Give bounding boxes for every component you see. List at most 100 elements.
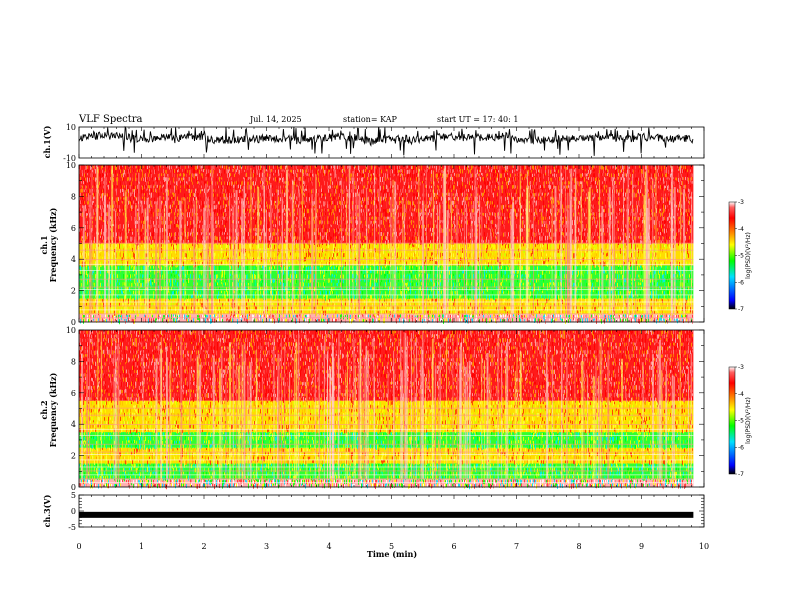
spectrum-cell <box>595 269 596 275</box>
spectrum-cell <box>219 287 220 291</box>
spectrum-cell <box>519 318 520 322</box>
spectrum-cell <box>687 287 688 290</box>
spectrum-cell <box>107 310 108 314</box>
spectrum-cell <box>255 274 256 280</box>
spectrum-cell <box>144 287 145 290</box>
spectrum-cell <box>582 278 583 284</box>
spectrum-cell <box>253 294 254 299</box>
spectrum-cell <box>140 274 141 277</box>
spectrum-cell <box>625 307 626 310</box>
spectrum-cell <box>99 286 100 290</box>
spectrum-cell <box>132 282 133 288</box>
spectrum-cell <box>427 318 428 324</box>
spectrum-cell <box>138 314 139 317</box>
spectrum-cell <box>580 306 581 312</box>
spectrum-cell <box>279 310 280 313</box>
spectrum-cell <box>99 306 100 310</box>
spectrum-cell <box>191 298 192 303</box>
spectrum-cell <box>81 286 82 290</box>
spectrum-cell <box>152 310 153 315</box>
spectrum-cell <box>325 310 326 316</box>
spectrum-cell <box>666 303 667 307</box>
spectrum-cell <box>294 294 295 300</box>
spectrum-cell <box>616 282 617 287</box>
spectrum-cell <box>90 314 91 319</box>
spectrum-cell <box>162 299 163 303</box>
spectrum-cell <box>621 282 622 286</box>
spectrum-cell <box>291 314 292 318</box>
spectrum-cell <box>307 319 308 323</box>
spectrum-cell <box>578 286 579 291</box>
spectrum-cell <box>315 318 316 322</box>
spectrum-cell <box>681 286 682 290</box>
spectrum-cell <box>296 277 297 284</box>
spectrum-cell <box>532 286 533 292</box>
spectrum-cell <box>607 302 608 306</box>
spectrum-cell <box>139 278 140 284</box>
spectrum-cell <box>122 244 123 250</box>
spectrum-cell <box>558 270 559 276</box>
spectrum-cell <box>461 299 462 303</box>
spectrum-cell <box>463 298 464 302</box>
spectrum-cell <box>284 269 285 273</box>
spectrum-cell <box>622 307 623 312</box>
spectrum-cell <box>221 299 222 304</box>
spectrum-cell <box>613 291 614 295</box>
spectrum-cell <box>538 265 539 270</box>
spectrum-cell <box>230 282 231 288</box>
spectrum-cell <box>188 311 189 316</box>
spectrum-cell <box>177 274 178 279</box>
spectrum-cell <box>246 295 247 300</box>
spectrum-cell <box>141 302 142 306</box>
spectrum-cell <box>636 274 637 279</box>
spectrum-cell <box>278 291 279 296</box>
spectrum-cell <box>365 306 366 312</box>
spectrum-cell <box>607 274 608 279</box>
spectrum-cell <box>482 278 483 284</box>
spectrum-cell <box>219 307 220 312</box>
spectrum-cell <box>338 266 339 271</box>
spectrum-cell <box>298 291 299 295</box>
spectrum-cell <box>375 319 376 322</box>
spectrum-cell <box>149 274 150 279</box>
spectrum-cell <box>382 274 383 277</box>
spectrum-cell <box>494 278 495 282</box>
spectrum-cell <box>549 266 550 271</box>
spectrum-cell <box>340 314 341 320</box>
spectrum-cell <box>613 274 614 279</box>
spectrum-cell <box>413 310 414 315</box>
spectrum-cell <box>642 282 643 287</box>
spectrum-cell <box>175 290 176 293</box>
spectrum-cell <box>377 306 378 311</box>
spectrum-cell <box>582 310 583 314</box>
spectrum-cell <box>298 294 299 298</box>
spectrum-cell <box>678 303 679 306</box>
spectrum-cell <box>573 303 574 306</box>
spectrum-cell <box>101 283 102 287</box>
spectrum-cell <box>521 265 522 271</box>
spectrum-cell <box>135 318 136 323</box>
spectrum-cell <box>195 266 196 271</box>
spectrum-cell <box>86 282 87 286</box>
spectrum-cell <box>176 282 177 286</box>
spectrum-cell <box>367 294 368 297</box>
spectrum-cell <box>301 266 302 271</box>
spectrum-cell <box>592 314 593 318</box>
spectrum-cell <box>249 303 250 306</box>
spectrum-cell <box>605 294 606 298</box>
spectrum-cell <box>315 314 316 317</box>
spectrum-cell <box>218 306 219 311</box>
spectrum-cell <box>446 270 447 274</box>
spectrum-cell <box>107 256 108 261</box>
spectrum-cell <box>377 310 378 316</box>
spectrum-cell <box>100 274 101 277</box>
spectrum-cell <box>116 261 117 266</box>
spectrum-cell <box>175 278 176 283</box>
spectrum-cell <box>576 303 577 308</box>
spectrum-cell <box>524 303 525 308</box>
spectrum-cell <box>245 310 246 316</box>
spectrum-cell <box>230 266 231 270</box>
spectrum-cell <box>340 282 341 288</box>
spectrum-cell <box>174 298 175 304</box>
spectrum-cell <box>434 291 435 295</box>
